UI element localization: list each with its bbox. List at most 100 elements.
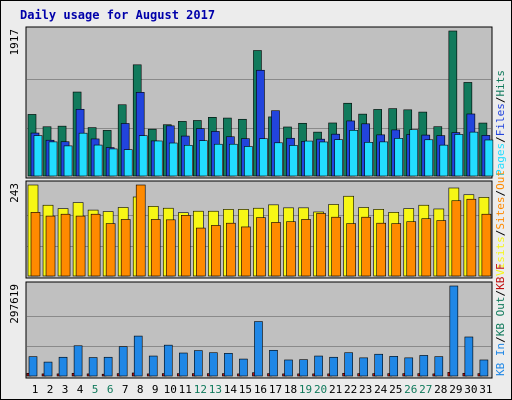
legend-item: Files [494, 103, 507, 136]
sites-bar [150, 219, 161, 277]
day-label: 28 [434, 383, 447, 396]
day-label: 20 [314, 383, 327, 396]
sites-bar [271, 222, 281, 277]
kbin-bar [284, 359, 293, 377]
kbin-bar [28, 356, 38, 377]
sites-bar [75, 215, 86, 277]
kbin-bar [419, 355, 429, 377]
day-label: 25 [389, 383, 402, 396]
kbin-bar [359, 357, 368, 377]
kbin-bar [449, 285, 459, 377]
day-label: 19 [299, 383, 312, 396]
day-label: 4 [77, 383, 84, 396]
sites-bar [181, 215, 191, 277]
sites-bar [45, 215, 56, 277]
legend-item: Sites [494, 197, 507, 230]
day-label: 24 [374, 383, 388, 396]
day-label: 26 [404, 383, 417, 396]
kbin-bar [404, 357, 414, 377]
sites-bar [376, 222, 386, 277]
day-label: 8 [137, 383, 144, 396]
kbin-bar [344, 352, 353, 377]
pages-bar [394, 138, 404, 177]
sites-bar [60, 213, 71, 277]
pages-bar [259, 138, 268, 177]
kbin-bar [179, 352, 188, 377]
pages-bar [454, 134, 464, 177]
pages-bar [424, 139, 434, 177]
day-label: 30 [464, 383, 477, 396]
kbin-bar [133, 335, 143, 377]
day-label: 11 [179, 383, 192, 396]
pages-bar [364, 142, 373, 177]
day-label: 2 [47, 383, 54, 396]
pages-bar [274, 142, 283, 177]
day-label: 7 [122, 383, 129, 396]
legend-item: Visits [494, 236, 507, 276]
sites-bar [256, 217, 266, 277]
day-label: 13 [209, 383, 222, 396]
legend-separator: / [494, 190, 507, 197]
pages-bar [469, 131, 479, 177]
pages-bar [63, 145, 73, 177]
legend-separator: / [494, 290, 507, 297]
sites-bar [196, 227, 206, 277]
pages-bar [409, 129, 419, 177]
sites-bar [346, 223, 356, 277]
day-label: 31 [479, 383, 492, 396]
sites-bar [165, 219, 176, 277]
pages-bar [123, 149, 133, 177]
sites-bar [120, 219, 131, 277]
day-label: 6 [107, 383, 114, 396]
kbin-bar [464, 336, 474, 377]
kbin-bar [88, 357, 98, 377]
kbin-bar [434, 356, 444, 377]
kbin-bar [73, 345, 83, 377]
day-label: 15 [239, 383, 252, 396]
pages-bar [138, 135, 148, 177]
kbin-bar [163, 344, 173, 377]
day-label: 10 [164, 383, 177, 396]
day-label: 18 [284, 383, 297, 396]
day-label: 27 [419, 383, 432, 396]
sites-bar [211, 225, 221, 277]
pages-bar [153, 140, 163, 177]
kbin-bar [148, 355, 158, 377]
legend-separator: / [494, 336, 507, 343]
sites-bar [135, 184, 146, 277]
day-label: 9 [152, 383, 159, 396]
kbin-bar [43, 361, 53, 377]
kbin-bar [224, 353, 233, 377]
pages-bar [168, 142, 178, 177]
sites-bar [30, 212, 41, 277]
pages-bar [33, 135, 43, 177]
sites-bar [406, 221, 417, 277]
kbin-bar [254, 321, 263, 377]
day-label: 1 [32, 383, 39, 396]
sites-bar [391, 223, 402, 277]
sites-bar [466, 198, 477, 277]
pages-bar [199, 140, 208, 177]
legend-visits-sites: Visits/Sites/Out [494, 170, 507, 276]
kbin-bar [194, 350, 203, 377]
sites-bar [481, 213, 492, 277]
max-label-kb-in-out: 297619 [8, 284, 21, 324]
day-label: 12 [194, 383, 207, 396]
sites-bar [361, 216, 371, 277]
kbin-bar [479, 359, 489, 377]
legend-item: Out [494, 170, 507, 190]
pages-bar [379, 141, 388, 177]
pages-bar [349, 130, 358, 177]
legend-separator: / [494, 97, 507, 104]
pages-bar [229, 143, 238, 177]
legend-item: KB In [494, 343, 507, 376]
day-label: 3 [62, 383, 69, 396]
legend-separator: / [494, 136, 507, 143]
sites-bar [421, 218, 432, 277]
pages-bar [484, 139, 494, 177]
sites-bar [316, 213, 326, 277]
legend-item: Pages [494, 143, 507, 176]
kbin-bar [374, 353, 383, 377]
legend-separator: / [494, 230, 507, 237]
